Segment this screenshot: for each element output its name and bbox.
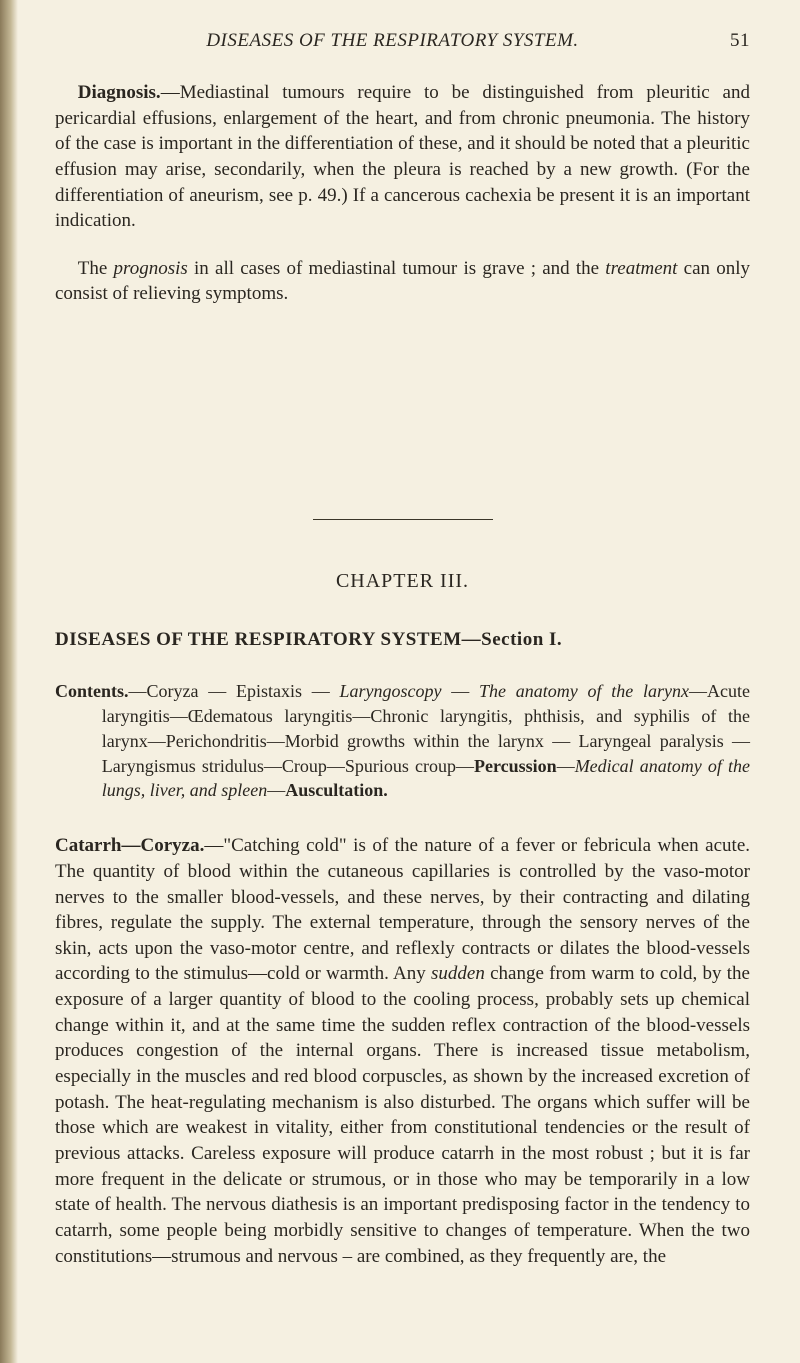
prognosis-t1: The [78,258,114,279]
diagnosis-paragraph: Diagnosis.—Mediastinal tumours require t… [55,80,750,234]
diagnosis-text: —Mediastinal tumours require to be disti… [55,82,750,231]
catarrh-t2: change from warm to cold, by the exposur… [55,963,750,1266]
section-rule [313,519,493,520]
diagnosis-lead: Diagnosis. [78,82,161,103]
contents-i2: The anatomy of the larynx [479,681,689,701]
contents-lead: Contents. [55,681,129,701]
running-header: DISEASES OF THE RESPIRATORY SYSTEM. 51 [55,30,750,52]
prognosis-paragraph: The prognosis in all cases of mediastina… [55,256,750,307]
running-header-title: DISEASES OF THE RESPIRATORY SYSTEM. [206,30,578,51]
prognosis-i2: treatment [605,258,677,279]
contents-b2: Auscultation. [285,780,388,800]
contents-t2: — [442,681,480,701]
book-page: DISEASES OF THE RESPIRATORY SYSTEM. 51 D… [0,0,800,1363]
chapter-heading: CHAPTER III. [55,570,750,593]
contents-b1: Percussion [474,756,557,776]
section-heading: DISEASES OF THE RESPIRATORY SYSTEM—Secti… [55,629,750,651]
contents-t4: — [557,756,575,776]
contents-paragraph: Contents.—Coryza — Epistaxis — Laryngosc… [55,679,750,803]
catarrh-paragraph: Catarrh—Coryza.—"Catching cold" is of th… [55,833,750,1269]
page-number: 51 [730,30,750,52]
contents-t1: —Coryza — Epistaxis — [129,681,340,701]
catarrh-lead: Catarrh—Coryza. [55,835,204,856]
contents-t5: — [267,780,285,800]
vertical-spacer [55,329,750,469]
contents-i1: Laryngoscopy [340,681,442,701]
catarrh-i1: sudden [431,963,485,984]
prognosis-i1: prognosis [114,258,188,279]
prognosis-t2: in all cases of mediastinal tumour is gr… [188,258,605,279]
